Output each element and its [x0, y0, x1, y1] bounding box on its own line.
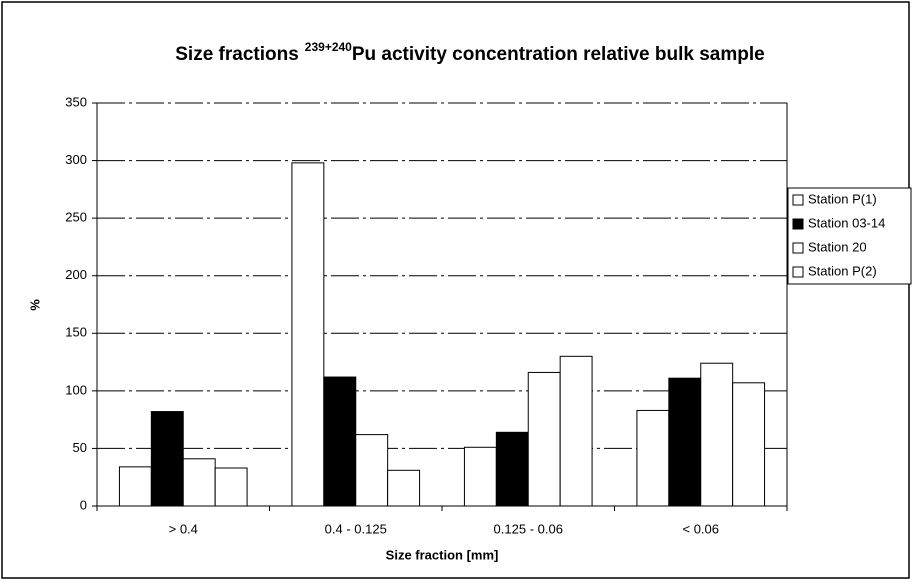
bar [291, 162, 325, 507]
x-tick-label: < 0.06 [682, 521, 719, 536]
bar [214, 467, 248, 507]
legend-label: Station 20 [808, 239, 867, 254]
x-tick-label: > 0.4 [169, 521, 198, 536]
bar [495, 431, 529, 507]
legend-label: Station P(2) [808, 263, 877, 278]
y-tick-label: 200 [65, 267, 87, 282]
chart-title: Size fractions 239+240Pu activity concent… [175, 40, 764, 65]
y-tick-label: 50 [73, 440, 87, 455]
x-axis-label: Size fraction [mm] [386, 547, 499, 562]
legend-swatch [792, 218, 804, 230]
title-part: Pu activity concentration relative bulk … [352, 44, 765, 65]
x-tick-label: 0.125 - 0.06 [494, 521, 563, 536]
y-tick-label: 350 [65, 94, 87, 109]
bar [463, 446, 497, 507]
legend-swatch [792, 266, 804, 278]
y-tick-label: 0 [80, 497, 87, 512]
y-tick-label: 150 [65, 325, 87, 340]
legend-label: Station P(1) [808, 191, 877, 206]
bar [527, 371, 561, 507]
legend-swatch [792, 242, 804, 254]
legend-label: Station 03-14 [808, 215, 885, 230]
y-axis-label: % [27, 299, 42, 311]
y-tick-label: 300 [65, 152, 87, 167]
bar [355, 434, 389, 507]
bar [668, 377, 702, 507]
bar [700, 362, 734, 507]
bar [323, 376, 357, 507]
bar [182, 458, 216, 507]
legend-box [787, 187, 912, 285]
y-tick-label: 250 [65, 210, 87, 225]
title-part: Size fractions [175, 44, 299, 65]
x-tick-label: 0.4 - 0.125 [325, 521, 387, 536]
y-tick-label: 100 [65, 382, 87, 397]
bar [636, 409, 670, 507]
legend-swatch [792, 194, 804, 206]
bar [118, 466, 152, 507]
title-superscript: 239+240 [305, 40, 352, 54]
bar [387, 469, 421, 507]
bar [150, 411, 184, 507]
bar [559, 355, 593, 507]
bar [732, 382, 766, 507]
